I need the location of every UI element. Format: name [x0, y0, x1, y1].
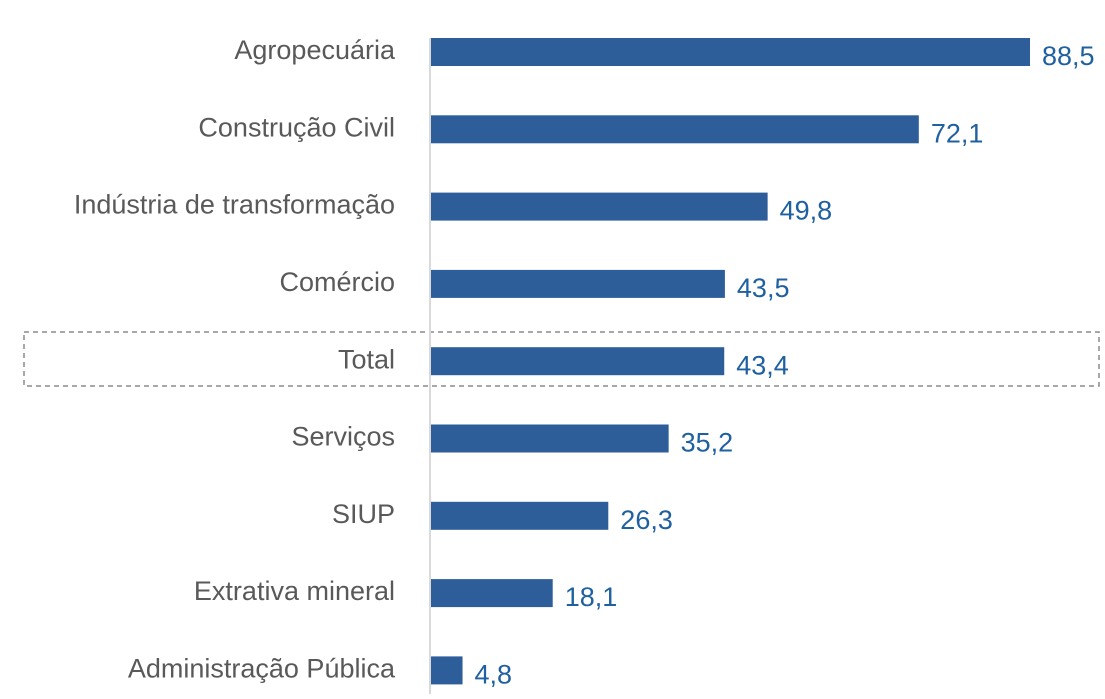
- value-label: 43,4: [736, 350, 789, 380]
- bar: [431, 115, 919, 144]
- bar: [431, 424, 669, 453]
- bar: [431, 501, 609, 530]
- highlight-box: [23, 331, 1100, 387]
- category-label: Administração Pública: [128, 654, 396, 684]
- bar: [431, 579, 553, 608]
- category-label: Construção Civil: [198, 112, 395, 142]
- value-label: 43,5: [737, 273, 790, 303]
- bar: [431, 656, 463, 685]
- value-label: 35,2: [681, 428, 734, 458]
- value-label: 4,8: [475, 660, 513, 690]
- bar: [431, 192, 768, 221]
- value-label: 49,8: [780, 196, 833, 226]
- value-label: 18,1: [565, 582, 618, 612]
- value-label: 26,3: [620, 505, 673, 535]
- bar: [431, 269, 725, 298]
- value-label: 72,1: [931, 118, 984, 148]
- category-label: Extrativa mineral: [194, 576, 395, 606]
- bar: [431, 38, 1030, 66]
- bar: [431, 347, 725, 376]
- category-label: Comércio: [279, 267, 395, 297]
- category-label: Agropecuária: [234, 35, 396, 65]
- category-label: Total: [338, 344, 395, 374]
- value-label: 88,5: [1042, 41, 1095, 71]
- category-label: SIUP: [332, 499, 395, 529]
- category-label: Indústria de transformação: [74, 190, 395, 220]
- category-label: Serviços: [291, 422, 395, 452]
